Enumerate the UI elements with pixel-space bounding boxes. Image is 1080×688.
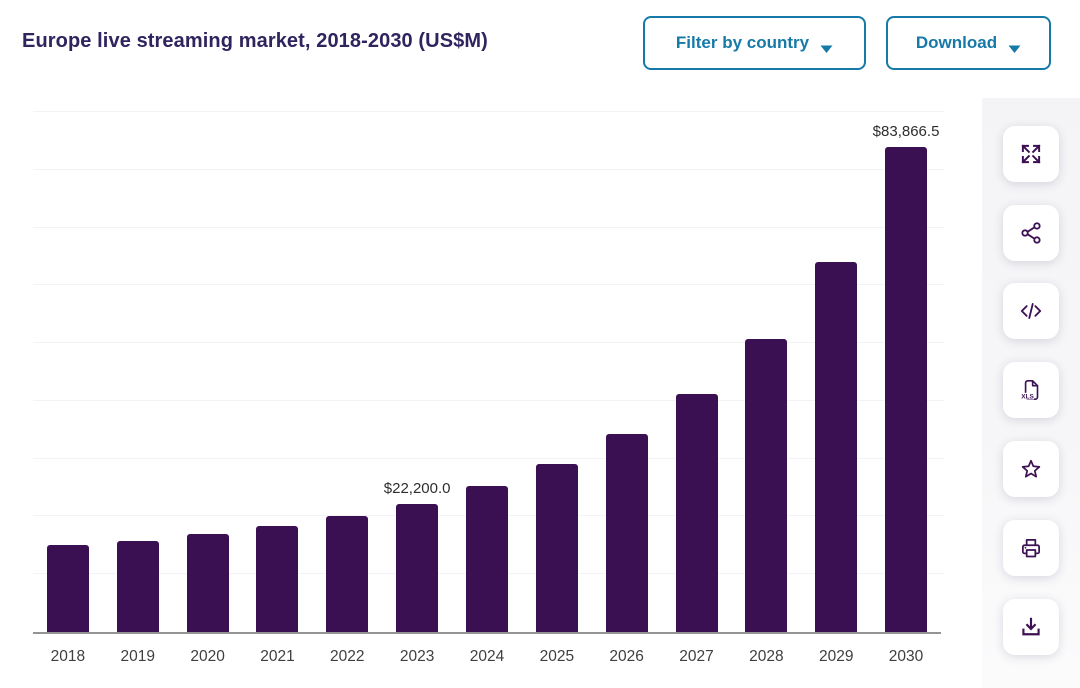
bar-2018[interactable]	[46, 545, 89, 632]
bar-slot	[522, 112, 592, 632]
bar-2021[interactable]	[256, 526, 299, 632]
gridline	[33, 284, 944, 286]
share-button[interactable]	[1003, 205, 1059, 261]
x-tick-2025: 2025	[539, 648, 575, 665]
bar-value-label-2023: $22,200.0	[383, 479, 451, 497]
x-tick-2030: 2030	[888, 648, 924, 665]
star-icon	[1018, 456, 1044, 482]
gridline	[33, 168, 944, 170]
download-button[interactable]: Download	[886, 16, 1051, 70]
x-tick-2024: 2024	[469, 648, 505, 665]
embed-code-button[interactable]	[1003, 283, 1059, 339]
gridline	[33, 226, 944, 228]
xls-file-icon: XLS	[1018, 377, 1044, 403]
print-button[interactable]	[1003, 520, 1059, 576]
chevron-down-icon	[1008, 39, 1021, 53]
share-icon	[1018, 220, 1044, 246]
bar-chart-plot-area: $22,200.0 $83,866.5	[33, 111, 944, 634]
bar-2025[interactable]	[535, 464, 578, 632]
bar-2027[interactable]	[675, 393, 718, 632]
bar-slot	[592, 112, 662, 632]
download-label: Download	[915, 33, 998, 52]
x-tick-2023: 2023	[399, 648, 435, 665]
download-tray-icon	[1018, 614, 1044, 640]
bar-slot	[103, 112, 173, 632]
gridline	[33, 111, 944, 112]
bar-2019[interactable]	[116, 541, 159, 632]
bar-2029[interactable]	[815, 261, 858, 632]
x-tick-2022: 2022	[330, 648, 365, 665]
x-tick-2019: 2019	[120, 648, 155, 665]
x-tick-2021: 2021	[260, 648, 295, 665]
code-icon	[1018, 298, 1044, 324]
x-tick-2027: 2027	[679, 648, 714, 665]
svg-text:XLS: XLS	[1021, 394, 1034, 401]
bar-2026[interactable]	[605, 434, 648, 632]
x-tick-2026: 2026	[609, 648, 644, 665]
x-tick-2018: 2018	[50, 648, 86, 665]
expand-icon	[1018, 141, 1044, 167]
bar-2023[interactable]	[396, 503, 439, 632]
page-title: Europe live streaming market, 2018-2030 …	[22, 30, 488, 52]
bar-2028[interactable]	[745, 339, 788, 632]
favorite-button[interactable]	[1003, 441, 1059, 497]
filter-by-country-label: Filter by country	[675, 33, 810, 52]
bar-slot	[731, 112, 801, 632]
bar-2020[interactable]	[186, 534, 229, 632]
bar-slot	[452, 112, 522, 632]
bar-value-label-2030: $83,866.5	[872, 123, 940, 141]
gridline	[33, 399, 944, 401]
chevron-down-icon	[820, 39, 833, 53]
bar-slot: $22,200.0	[382, 112, 452, 632]
bar-slot: $83,866.5	[871, 112, 941, 632]
x-tick-2028: 2028	[749, 648, 784, 665]
bar-slot	[801, 112, 871, 632]
filter-by-country-button[interactable]: Filter by country	[643, 16, 866, 70]
bar-slot	[33, 112, 103, 632]
bar-slot	[662, 112, 732, 632]
export-xls-button[interactable]: XLS	[1003, 362, 1059, 418]
bar-2024[interactable]	[465, 485, 508, 632]
gridline	[33, 342, 944, 344]
bar-slot	[243, 112, 313, 632]
x-tick-2020: 2020	[190, 648, 225, 665]
bar-slot	[312, 112, 382, 632]
fullscreen-button[interactable]	[1003, 126, 1059, 182]
download-image-button[interactable]	[1003, 599, 1059, 655]
x-tick-2029: 2029	[818, 648, 854, 665]
printer-icon	[1018, 535, 1044, 561]
gridline	[33, 457, 944, 459]
bar-2030[interactable]	[885, 147, 928, 632]
bar-slot	[173, 112, 243, 632]
x-axis-labels: 2018 2019 2020 2021 2022 2023 2024 2025 2026 2027…	[33, 648, 941, 666]
bar-2022[interactable]	[326, 515, 369, 632]
